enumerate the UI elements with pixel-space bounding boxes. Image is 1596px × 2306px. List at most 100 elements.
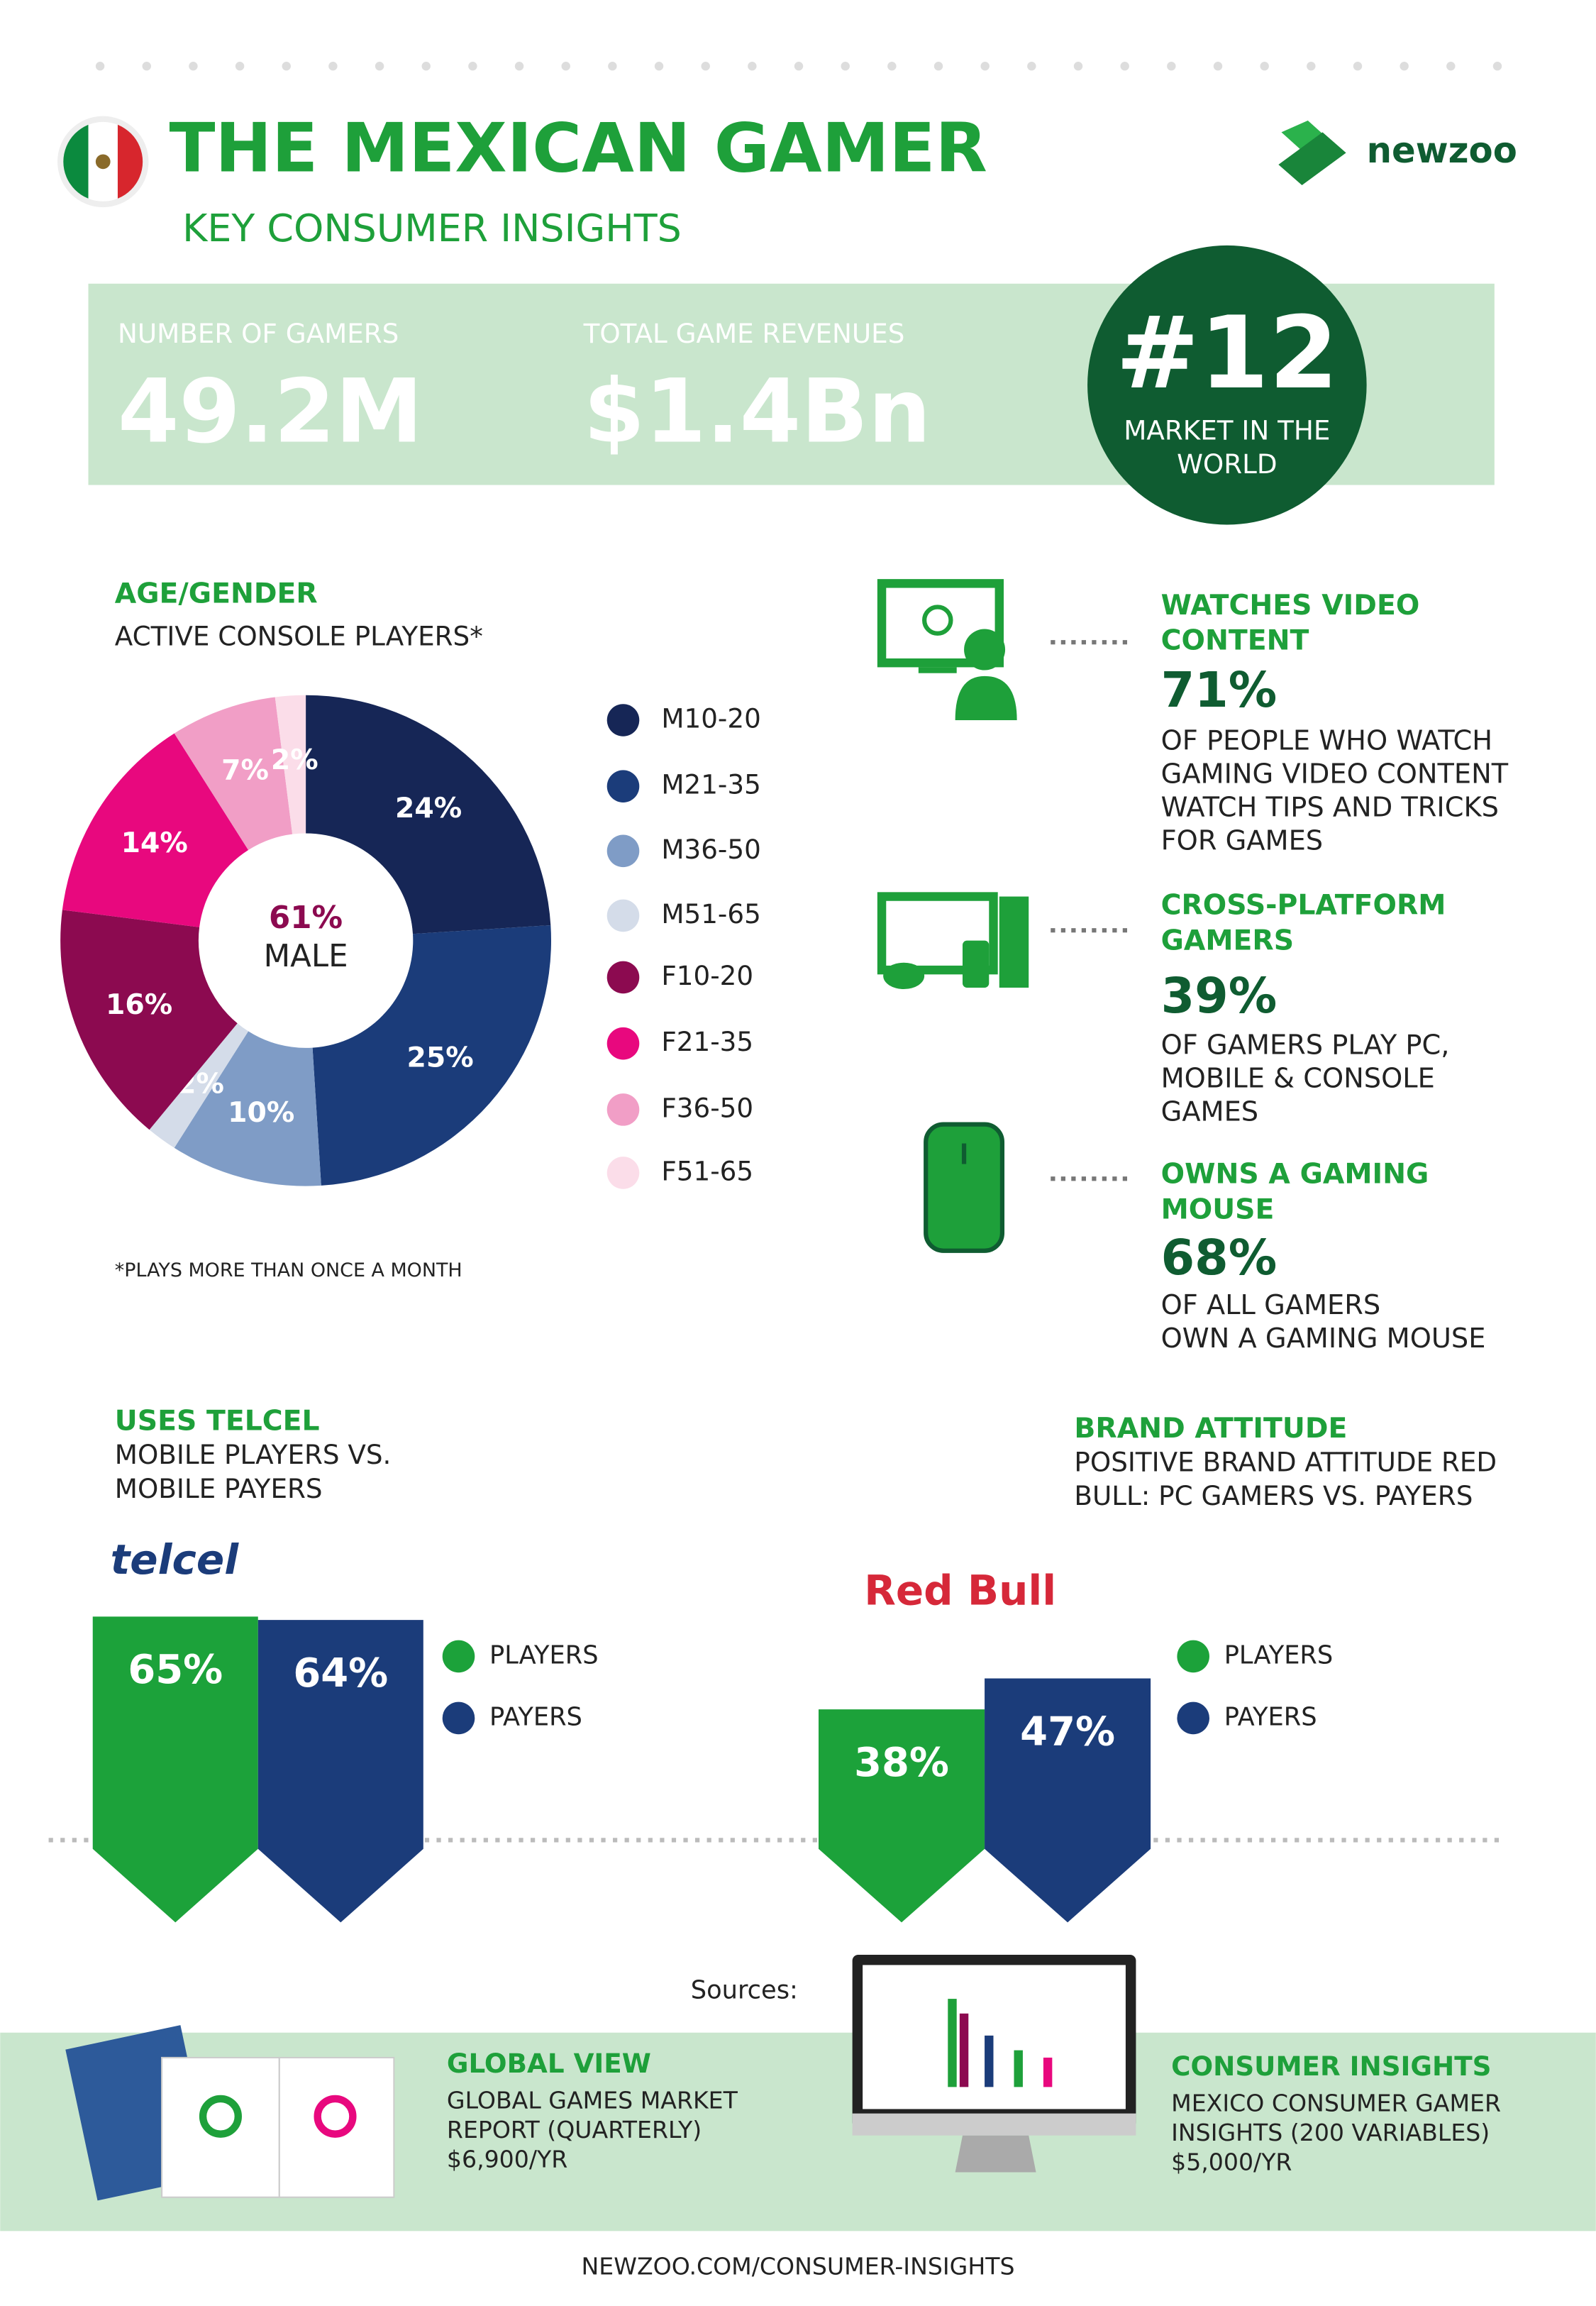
rank-value: #12 — [1116, 295, 1339, 412]
monitor-chin — [852, 2113, 1136, 2136]
legend-label: PAYERS — [489, 1702, 582, 1731]
mouse-icon — [924, 1122, 1005, 1253]
subtitle: KEY CONSUMER INSIGHTS — [182, 206, 682, 250]
legend-marker — [606, 770, 640, 802]
legend-label: M10-20 — [661, 702, 760, 734]
stat-value: 49.2M — [118, 360, 423, 463]
footnote: *PLAYS MORE THAN ONCE A MONTH — [115, 1259, 462, 1281]
center-label: MALE — [264, 939, 348, 974]
brand-logo: telcel — [111, 1535, 240, 1584]
slice-label: 25% — [407, 1041, 474, 1074]
logo-icon — [1278, 120, 1346, 185]
slice-label: 10% — [228, 1096, 294, 1129]
dot — [980, 61, 990, 71]
legend-marker — [442, 1701, 475, 1735]
slice-label: 14% — [121, 827, 188, 859]
legend-marker — [606, 704, 640, 737]
stat-value: $1.4Bn — [584, 360, 931, 463]
legend-marker — [606, 1027, 640, 1060]
rank-label: WORLD — [1177, 448, 1278, 480]
dot — [375, 61, 384, 71]
dot — [514, 61, 524, 71]
legend-label: F51-65 — [661, 1155, 753, 1186]
insight-title: MOUSE — [1161, 1193, 1275, 1225]
slice-label: 2% — [271, 744, 318, 776]
dot — [328, 61, 338, 71]
monitor-image — [852, 1954, 1136, 2173]
icon-play — [922, 605, 953, 636]
slice-label: 24% — [395, 792, 462, 824]
slice-label: 16% — [106, 988, 172, 1021]
bar — [257, 1620, 423, 1923]
source-text: INSIGHTS (200 VARIABLES) — [1171, 2119, 1490, 2146]
monitor-bar — [1014, 2050, 1023, 2087]
dot — [1400, 61, 1409, 71]
bar-label: 38% — [854, 1740, 949, 1786]
donut-slice — [149, 1023, 249, 1148]
legend-marker — [606, 1093, 640, 1126]
dot — [282, 61, 291, 71]
chart-title: BRAND ATTITUDE — [1074, 1412, 1347, 1445]
source-text: MEXICO CONSUMER GAMER — [1171, 2090, 1501, 2117]
donut-slice — [174, 697, 293, 851]
dot — [794, 61, 804, 71]
insight-value: 71% — [1161, 663, 1278, 719]
insight-value: 39% — [1161, 969, 1278, 1025]
dot — [1027, 61, 1036, 71]
legend-label: M51-65 — [661, 898, 760, 929]
monitor-screen — [863, 1965, 1126, 2109]
legend-marker — [606, 834, 640, 868]
dot — [748, 61, 757, 71]
center-value: 61% — [269, 900, 343, 936]
stat-label: NUMBER OF GAMERS — [118, 318, 399, 349]
insight-text: OF PEOPLE WHO WATCH — [1161, 725, 1492, 757]
footer: NEWZOO.COM/CONSUMER-INSIGHTS — [582, 2253, 1015, 2280]
icon-pad — [883, 962, 925, 990]
icon-screen — [877, 579, 1004, 668]
dot — [1213, 61, 1223, 71]
insight-text: GAMING VIDEO CONTENT — [1161, 758, 1509, 790]
insight-title: OWNS A GAMING — [1161, 1158, 1429, 1191]
insight-text: MOBILE & CONSOLE — [1161, 1062, 1435, 1094]
source-title: CONSUMER INSIGHTS — [1171, 2051, 1491, 2082]
insight-text: WATCH TIPS AND TRICKS — [1161, 792, 1499, 824]
legend-marker — [606, 1157, 640, 1189]
legend-label: PLAYERS — [489, 1640, 599, 1670]
chart-subtitle: POSITIVE BRAND ATTITUDE RED — [1074, 1447, 1497, 1478]
sources-label: Sources: — [691, 1976, 798, 2005]
insight-text: OF ALL GAMERS — [1161, 1289, 1381, 1321]
insight-title: CROSS-PLATFORM — [1161, 889, 1446, 922]
report-chart — [314, 2095, 357, 2138]
insight-title: GAMERS — [1161, 924, 1294, 956]
insight-title: WATCHES VIDEO — [1161, 589, 1420, 622]
insight-title: CONTENT — [1161, 624, 1309, 657]
icon-stand — [918, 667, 957, 673]
title: THE MEXICAN GAMER — [169, 109, 987, 187]
legend-marker — [606, 961, 640, 994]
logo-text: newzoo — [1367, 130, 1517, 171]
bar — [92, 1616, 258, 1923]
dot — [561, 61, 570, 71]
monitor-bar — [959, 2013, 969, 2087]
report-page — [161, 2056, 280, 2198]
insight-text: OWN A GAMING MOUSE — [1161, 1323, 1486, 1355]
rank-circle — [1087, 245, 1367, 525]
icon-tower — [999, 896, 1029, 988]
brand-logo: Red Bull — [864, 1566, 1056, 1614]
dot — [654, 61, 664, 71]
legend-label: PAYERS — [1224, 1702, 1317, 1731]
chart-subtitle: MOBILE PLAYERS VS. — [115, 1439, 392, 1470]
slice-label: 7% — [221, 754, 269, 786]
chart-title: AGE/GENDER — [115, 577, 318, 609]
dot — [1120, 61, 1129, 71]
video-icon — [877, 579, 1017, 720]
dot — [1307, 61, 1316, 71]
insight-value: 68% — [1161, 1230, 1278, 1286]
logo-shape — [1278, 132, 1346, 185]
donut-slice — [60, 910, 238, 1130]
donut-slice — [312, 925, 552, 1186]
donut-slice — [62, 733, 249, 927]
platform-icon — [877, 892, 1029, 990]
icon-mouse — [924, 1122, 1005, 1253]
